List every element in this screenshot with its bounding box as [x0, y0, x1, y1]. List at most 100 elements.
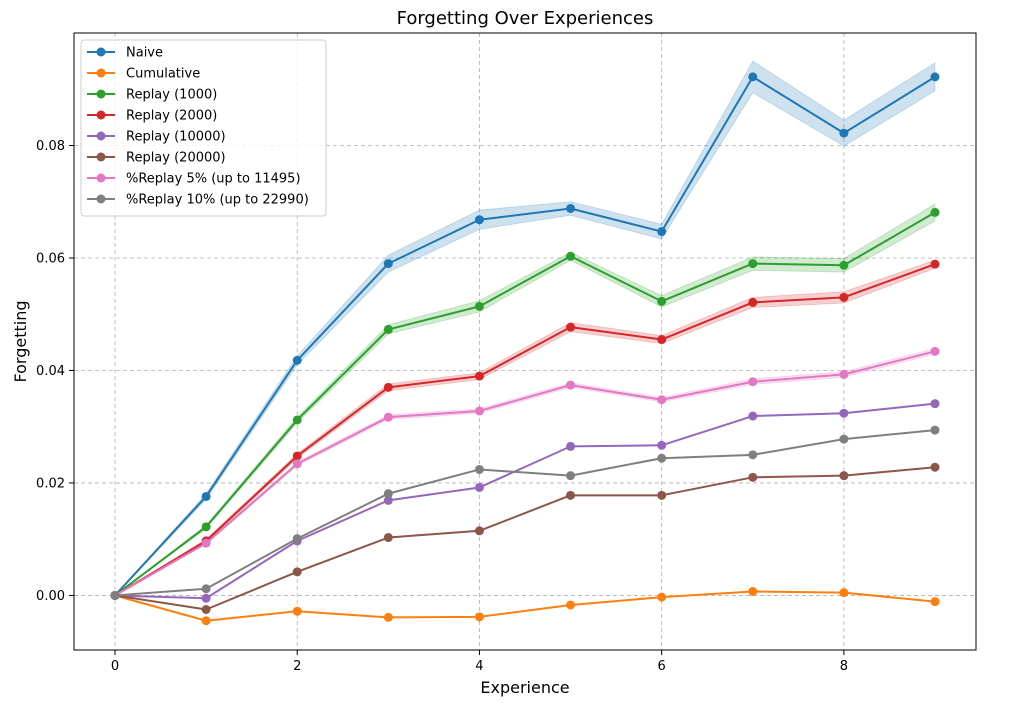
data-point — [566, 322, 576, 332]
legend-label: %Replay 10% (up to 22990) — [126, 193, 309, 208]
data-point — [383, 412, 393, 422]
x-tick-label: 4 — [475, 659, 483, 674]
legend-item-0: Naive — [87, 46, 163, 61]
data-point — [566, 203, 576, 213]
data-point — [657, 395, 667, 405]
series-0 — [110, 72, 940, 600]
series-line — [114, 75, 936, 597]
data-point — [930, 72, 940, 82]
data-point — [839, 128, 849, 138]
data-point — [201, 593, 211, 603]
data-point — [930, 207, 940, 217]
legend-label: Replay (10000) — [126, 130, 226, 145]
data-point — [657, 440, 667, 450]
y-axis-label: Forgetting — [11, 300, 30, 382]
data-point — [930, 346, 940, 356]
legend-item-2: Replay (1000) — [87, 88, 217, 103]
legend-label: Naive — [126, 46, 163, 61]
series-line — [114, 590, 936, 622]
data-point — [292, 355, 302, 365]
data-point — [292, 606, 302, 616]
data-point — [657, 490, 667, 500]
y-tick-label: 0.04 — [36, 364, 65, 379]
series-7 — [110, 425, 940, 600]
data-point — [383, 612, 393, 622]
data-point — [292, 415, 302, 425]
series-line — [114, 402, 936, 600]
chart-title: Forgetting Over Experiences — [397, 8, 654, 29]
data-point — [657, 592, 667, 602]
data-point — [657, 453, 667, 463]
data-point — [748, 411, 758, 421]
data-point — [201, 491, 211, 501]
y-tick-label: 0.06 — [36, 251, 65, 266]
data-point — [474, 215, 484, 225]
legend: Naive Cumulative Replay (1000) Replay (2000… — [80, 39, 327, 217]
data-point — [839, 260, 849, 270]
y-tick-label: 0.00 — [36, 589, 65, 604]
series-line — [114, 466, 936, 611]
data-point — [657, 335, 667, 345]
data-point — [383, 382, 393, 392]
data-point — [383, 489, 393, 499]
series-6 — [110, 346, 940, 600]
data-point — [383, 495, 393, 505]
data-point — [474, 371, 484, 381]
legend-swatch-marker — [96, 131, 106, 141]
data-point — [292, 459, 302, 469]
x-tick-label: 2 — [293, 659, 301, 674]
data-point — [201, 616, 211, 626]
data-point — [839, 471, 849, 481]
data-point — [839, 434, 849, 444]
data-point — [201, 605, 211, 615]
series-line — [114, 263, 936, 597]
data-point — [292, 567, 302, 577]
legend-item-4: Replay (10000) — [87, 130, 226, 145]
legend-label: Replay (2000) — [126, 109, 217, 124]
data-point — [566, 380, 576, 390]
series-1 — [110, 587, 940, 626]
data-point — [839, 408, 849, 418]
series-line — [114, 211, 936, 597]
legend-swatch-marker — [96, 89, 106, 99]
series-line — [114, 429, 936, 597]
y-tick-label: 0.08 — [36, 139, 65, 154]
data-point — [657, 296, 667, 306]
data-point — [474, 464, 484, 474]
data-point — [474, 482, 484, 492]
data-point — [839, 588, 849, 598]
data-point — [474, 612, 484, 622]
plot-frame — [73, 32, 977, 651]
data-point — [292, 451, 302, 461]
series-4 — [110, 399, 940, 603]
data-point — [930, 259, 940, 269]
legend-label: Replay (1000) — [126, 88, 217, 103]
data-point — [839, 292, 849, 302]
axes-layer: 0 2 4 6 8 0.00 0.02 0.04 0.06 0.08 — [36, 32, 977, 674]
legend-item-3: Replay (2000) — [87, 109, 217, 124]
data-point — [201, 522, 211, 532]
data-point — [566, 490, 576, 500]
x-axis-label: Experience — [480, 678, 569, 697]
data-point — [930, 597, 940, 607]
data-point — [383, 259, 393, 269]
legend-item-7: %Replay 10% (up to 22990) — [87, 193, 309, 208]
legend-label: Replay (20000) — [126, 151, 226, 166]
legend-label: Cumulative — [126, 67, 200, 82]
y-tick-label: 0.02 — [36, 476, 65, 491]
legend-swatch-marker — [96, 194, 106, 204]
data-point — [201, 584, 211, 594]
data-point — [748, 450, 758, 460]
legend-label: %Replay 5% (up to 11495) — [126, 172, 301, 187]
data-point — [748, 587, 758, 597]
data-point — [930, 425, 940, 435]
legend-swatch-marker — [96, 68, 106, 78]
x-tick-label: 0 — [111, 659, 119, 674]
series-line — [114, 350, 936, 597]
data-point — [748, 297, 758, 307]
data-point — [566, 251, 576, 261]
x-tick-label: 6 — [658, 659, 666, 674]
data-point — [474, 406, 484, 416]
legend-swatch-marker — [96, 152, 106, 162]
